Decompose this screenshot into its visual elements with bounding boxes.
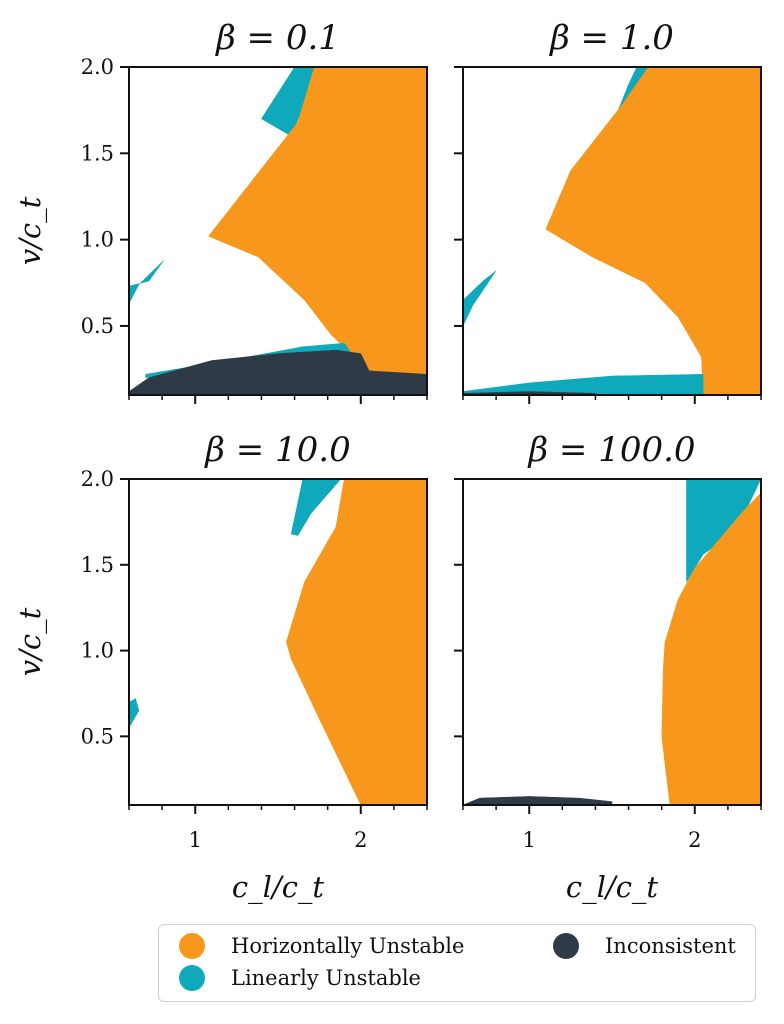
legend-label-linearly-unstable: Linearly Unstable xyxy=(231,966,421,990)
x-axis-label: c_l/c_t xyxy=(566,870,659,905)
axes-frame xyxy=(462,66,762,396)
region-horizontally-unstable xyxy=(286,479,427,805)
region-linearly-unstable xyxy=(129,698,140,729)
x-tick-label: 1 xyxy=(523,828,536,852)
legend-item-linearly-unstable: Linearly Unstable xyxy=(179,965,421,991)
panel-title: β = 1.0 xyxy=(548,18,674,58)
legend-item-inconsistent: Inconsistent xyxy=(553,933,736,959)
y-axis-label: v/c_t xyxy=(13,607,48,676)
inconsistent-marker-icon xyxy=(553,933,579,959)
panel-title: β = 0.1 xyxy=(214,18,340,58)
panel-4: β = 100.0 1 2 c_l/c_t xyxy=(454,430,762,905)
panel-2: β = 1.0 xyxy=(454,18,762,404)
region-horizontally-unstable xyxy=(661,492,761,805)
y-tick-label: 0.5 xyxy=(81,724,114,748)
y-tick-label: 0.5 xyxy=(81,314,114,338)
legend-label-inconsistent: Inconsistent xyxy=(605,934,736,958)
horizontally-unstable-marker-icon xyxy=(179,933,205,959)
panel-title: β = 10.0 xyxy=(203,430,350,470)
legend-label-horizontally-unstable: Horizontally Unstable xyxy=(231,934,465,958)
y-tick-label: 2.0 xyxy=(81,467,114,491)
y-axis-label: v/c_t xyxy=(13,196,48,265)
y-tick-label: 1.0 xyxy=(81,228,114,252)
axes-frame xyxy=(462,478,762,806)
region-linearly-unstable xyxy=(129,260,165,304)
region-linearly-unstable xyxy=(463,374,704,395)
x-tick-label: 2 xyxy=(688,828,701,852)
panel-title: β = 100.0 xyxy=(526,430,695,470)
y-tick-label: 1.0 xyxy=(81,639,114,663)
x-tick-label: 2 xyxy=(354,828,367,852)
region-inconsistent xyxy=(463,796,613,805)
x-axis-label: c_l/c_t xyxy=(232,870,325,905)
x-tick-label: 1 xyxy=(189,828,202,852)
legend: Horizontally Unstable Linearly Unstable … xyxy=(158,924,756,1002)
region-linearly-unstable xyxy=(463,270,497,327)
panel-3: β = 10.0 0.5 1.0 1.5 2.0 1 2 c_l/c_t v/c_t xyxy=(13,430,428,905)
y-tick-label: 1.5 xyxy=(81,553,114,577)
y-tick-label: 1.5 xyxy=(81,141,114,165)
region-linearly-unstable xyxy=(290,479,342,536)
legend-item-horizontally-unstable: Horizontally Unstable xyxy=(179,933,464,959)
panel-1: β = 0.1 0.5 1.0 1.5 2.0 v/c_t xyxy=(13,18,428,404)
y-tick-label: 2.0 xyxy=(81,55,114,79)
region-inconsistent xyxy=(129,349,427,395)
region-linearly-unstable xyxy=(261,67,320,137)
region-linearly-unstable xyxy=(686,479,761,583)
linearly-unstable-marker-icon xyxy=(179,965,205,991)
axes-frame xyxy=(128,478,428,806)
axes-frame xyxy=(128,66,428,396)
region-horizontally-unstable xyxy=(545,67,761,395)
